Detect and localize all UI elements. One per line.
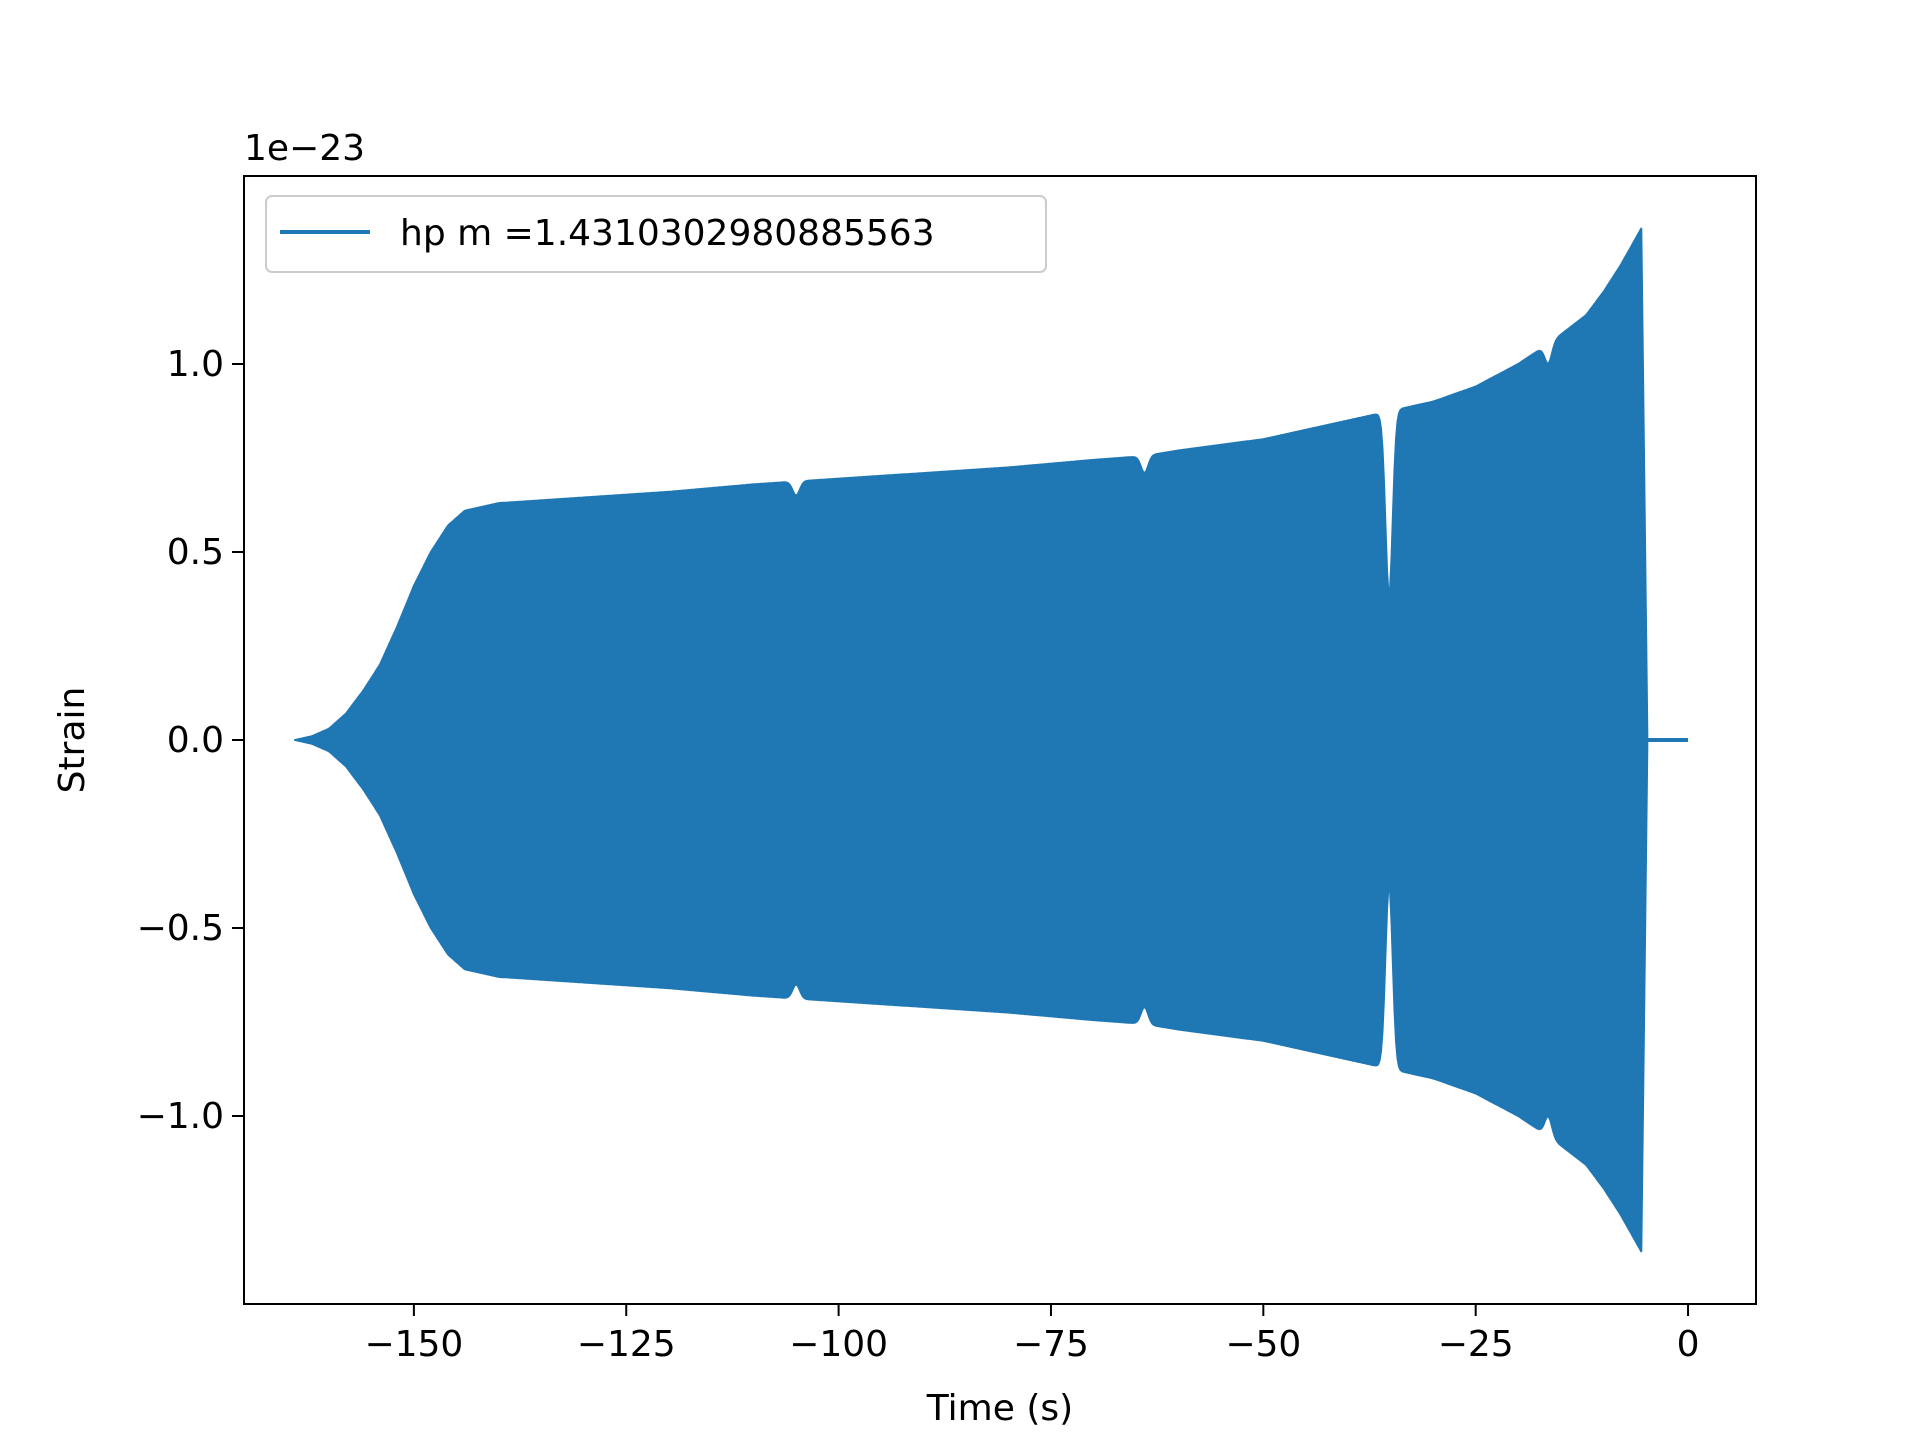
y-offset-label: 1e−23 [244, 128, 365, 169]
y-tick-label: 1.0 [167, 344, 224, 385]
legend: hp m =1.4310302980885563 [265, 195, 1047, 273]
y-tick-label: 0.0 [167, 720, 224, 761]
legend-box [265, 195, 1047, 273]
x-tick-label: 0 [1677, 1324, 1700, 1365]
y-tick-label: −0.5 [137, 908, 224, 949]
x-axis-label: Time (s) [926, 1388, 1073, 1429]
y-axis: −1.0 −0.5 0.0 0.5 1.0 [137, 344, 244, 1137]
x-tick-label: −75 [1013, 1324, 1089, 1365]
x-tick-label: −100 [789, 1324, 888, 1365]
x-axis: −150 −125 −100 −75 −50 −25 0 [364, 1304, 1699, 1365]
x-tick-label: −25 [1438, 1324, 1514, 1365]
x-tick-label: −125 [577, 1324, 676, 1365]
series-envelope [294, 227, 1649, 1253]
y-tick-label: −1.0 [137, 1096, 224, 1137]
legend-entry: hp m =1.4310302980885563 [400, 213, 935, 254]
x-tick-label: −50 [1225, 1324, 1301, 1365]
series-layer [294, 227, 1689, 1253]
x-tick-label: −150 [364, 1324, 463, 1365]
y-axis-label: Strain [52, 687, 93, 794]
y-tick-label: 0.5 [167, 532, 224, 573]
